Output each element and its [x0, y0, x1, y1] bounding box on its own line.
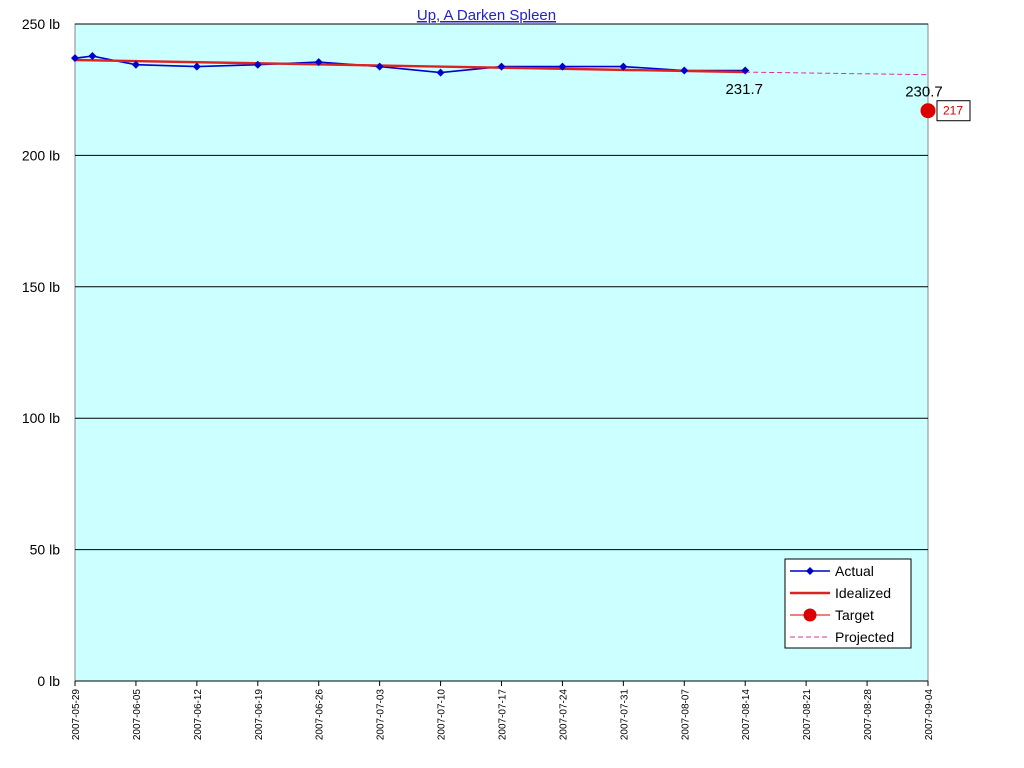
y-tick-label: 200 lb — [22, 147, 60, 163]
legend-marker-actual — [806, 567, 814, 575]
actual-point — [253, 60, 262, 69]
legend-label-actual: Actual — [835, 563, 874, 579]
projected-value-label: 230.7 — [905, 84, 943, 101]
x-tick-label: 2007-07-24 — [558, 689, 569, 741]
y-tick-label: 100 lb — [22, 410, 60, 426]
y-tick-label: 0 lb — [37, 673, 60, 689]
actual-point — [497, 62, 506, 71]
target-value-label: 217 — [943, 104, 963, 118]
actual-point — [619, 62, 628, 71]
x-tick-label: 2007-07-03 — [376, 689, 387, 741]
target-point — [920, 103, 936, 119]
x-tick-label: 2007-08-14 — [741, 689, 752, 741]
x-tick-label: 2007-07-31 — [619, 689, 630, 741]
actual-point — [741, 66, 750, 75]
y-tick-label: 250 lb — [22, 16, 60, 32]
actual-point — [71, 54, 79, 63]
actual-point — [558, 62, 567, 71]
x-tick-label: 2007-06-12 — [193, 689, 204, 741]
actual-point — [131, 60, 140, 69]
y-tick-label: 50 lb — [30, 542, 61, 558]
x-tick-label: 2007-06-05 — [132, 689, 143, 741]
x-tick-label: 2007-06-19 — [254, 689, 265, 741]
target-value-box — [936, 100, 971, 122]
chart-title[interactable]: Up, A Darken Spleen — [417, 7, 556, 24]
x-tick-label: 2007-08-21 — [802, 689, 813, 741]
actual-point — [375, 62, 384, 71]
x-tick-label: 2007-07-17 — [498, 689, 509, 741]
x-tick-label: 2007-07-10 — [437, 689, 448, 741]
actual-point — [314, 58, 323, 67]
legend-label-target: Target — [835, 607, 874, 623]
actual-point — [436, 68, 445, 77]
x-tick-label: 2007-08-28 — [863, 689, 874, 741]
actual-point — [680, 66, 689, 75]
legend-label-idealized: Idealized — [835, 585, 891, 601]
x-tick-label: 2007-05-29 — [71, 689, 82, 741]
projected-line — [745, 71, 929, 76]
legend-label-projected: Projected — [835, 629, 894, 645]
legend-box — [784, 558, 912, 649]
actual-value-label: 231.7 — [725, 81, 763, 98]
idealized-line — [74, 58, 746, 74]
legend-marker-target — [803, 608, 817, 622]
x-tick-label: 2007-06-26 — [315, 689, 326, 741]
x-tick-label: 2007-08-07 — [680, 689, 691, 741]
y-tick-label: 150 lb — [22, 279, 60, 295]
actual-point — [88, 52, 97, 61]
x-tick-label: 2007-09-04 — [924, 689, 935, 741]
actual-point — [192, 62, 201, 71]
